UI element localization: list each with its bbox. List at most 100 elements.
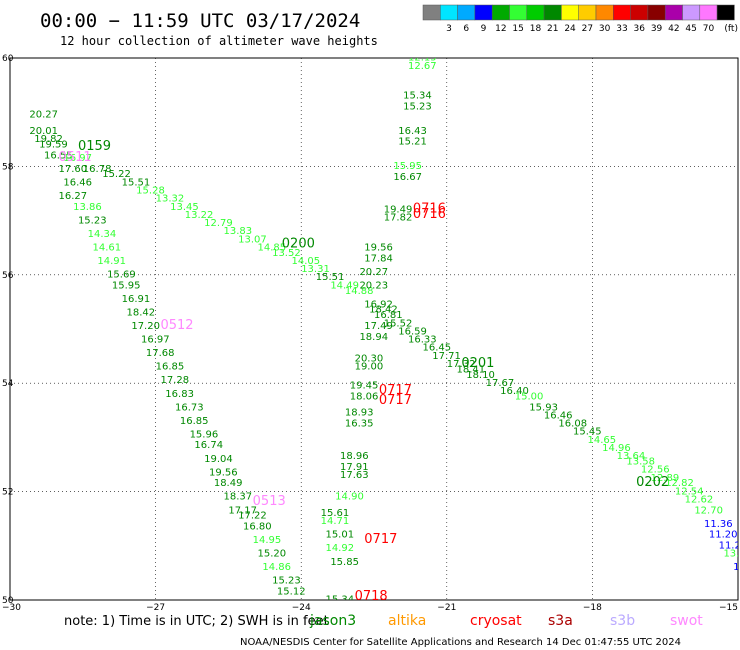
wave-height-point: 12.82 [665, 478, 694, 489]
wave-height-point: 15.34 [325, 595, 354, 606]
wave-height-point: 17.63 [340, 470, 369, 481]
wave-height-point: 12.54 [675, 486, 704, 497]
wave-height-point: 17.71 [432, 351, 461, 362]
colorbar-label: 24 [564, 24, 576, 34]
colorbar-swatch [682, 4, 701, 21]
wave-height-point: 12.15 [408, 53, 437, 64]
wave-height-point: 16.81 [374, 310, 403, 321]
wave-height-point: 16.59 [398, 326, 427, 337]
wave-height-point: 17.28 [160, 375, 189, 386]
colorbar-label: 30 [599, 24, 611, 34]
wave-height-point: 15.34 [403, 91, 432, 102]
wave-height-point: 16.55 [44, 150, 73, 161]
x-tick-label: −21 [437, 603, 456, 613]
wave-height-point: 13.22 [185, 210, 214, 221]
wave-height-point: 17.91 [340, 462, 369, 473]
x-tick-label: −18 [583, 603, 602, 613]
pass-time-label: 0718 [355, 589, 388, 604]
wave-height-point: 16.40 [500, 386, 529, 397]
wave-height-point: 18.96 [340, 451, 369, 462]
wave-height-point: 15.23 [272, 576, 301, 587]
wave-height-point: 19.56 [364, 242, 393, 253]
color-scale-bar: 3 6 9 12 15 18 21 24 27 30 33 36 39 42 45 70 (ft) [422, 4, 738, 34]
wave-height-point: 12.70 [694, 505, 723, 516]
wave-height-point: 20.27 [359, 267, 388, 278]
wave-height-point: 11.14 [733, 562, 740, 573]
wave-height-point: 13.98 [403, 28, 432, 39]
colorbar-label: 3 [446, 24, 452, 34]
pass-time-labels: 0159051102000512020102020513051407150715… [59, 23, 670, 604]
wave-height-point: 13.83 [224, 226, 253, 237]
wave-height-point: 16.85 [156, 362, 185, 373]
wave-height-point: 15.96 [190, 429, 219, 440]
wave-height-point: 18.42 [126, 307, 155, 318]
wave-height-point: 19.04 [204, 454, 233, 465]
y-tick-label: 52 [2, 488, 13, 498]
colorbar-swatch [526, 4, 545, 21]
wave-height-point: 14.86 [262, 562, 291, 573]
wave-height-point: 17.68 [146, 348, 175, 359]
wave-height-point: 15.51 [316, 272, 345, 283]
wave-height-point: 17.49 [364, 321, 393, 332]
pass-time-label: 0717 [379, 393, 412, 408]
x-tick-label: −15 [719, 603, 738, 613]
colorbar-swatch [491, 4, 510, 21]
colorbar-unit: (ft) [724, 24, 738, 34]
wave-height-point: 12.89 [651, 473, 680, 484]
wave-height-point: 11.23 [719, 541, 740, 552]
wave-height-point: 19.45 [350, 381, 379, 392]
wave-height-point: 16.85 [180, 416, 209, 427]
wave-height-point: 14.90 [335, 492, 364, 503]
satellite-legend-entry: jason3 [309, 613, 356, 629]
satellite-legend-entry: s3b [610, 613, 635, 629]
colorbar-swatch [561, 4, 579, 21]
colorbar-label: 15 [512, 24, 523, 34]
wave-height-point: 13.64 [617, 451, 646, 462]
credit-line: NOAA/NESDIS Center for Satellite Applica… [240, 637, 681, 648]
lat-lon-grid [10, 58, 738, 600]
pass-time-label: 0715 [413, 23, 446, 38]
plot-frame [9, 57, 739, 601]
wave-height-point: 19.49 [384, 204, 413, 215]
wave-height-point: 20.27 [29, 110, 58, 121]
colorbar-swatch [578, 4, 597, 21]
wave-height-point: 15.12 [277, 587, 306, 598]
wave-height-point: 16.46 [544, 410, 573, 421]
wave-height-point: 17.22 [238, 511, 267, 522]
wave-height-point: 20.23 [359, 280, 388, 291]
colorbar-swatch [457, 4, 476, 21]
wave-height-point: 17.60 [59, 164, 88, 175]
wave-height-point: 16.92 [364, 299, 393, 310]
pass-time-label: 0511 [59, 150, 92, 165]
footnote: note: 1) Time is in UTC; 2) SWH is in fe… [64, 614, 329, 629]
wave-height-point: 12.67 [408, 61, 437, 72]
axis-tick-labels: −30 −27 −24 −21 −18 −15 50 52 54 56 58 60 [2, 54, 738, 613]
pass-time-label: 0200 [282, 237, 315, 252]
wave-height-values: 20.2720.0119.8219.5916.5516.9717.6016.78… [29, 28, 740, 606]
wave-height-point: 15.20 [258, 549, 287, 560]
x-tick-label: −30 [2, 603, 21, 613]
wave-height-point: 17.82 [384, 213, 413, 224]
colorbar-swatch [422, 4, 441, 21]
wave-height-point: 20.01 [29, 126, 58, 137]
wave-height-point: 18.37 [224, 492, 253, 503]
y-tick-label: 60 [2, 54, 14, 64]
wave-height-point: 16.91 [122, 294, 151, 305]
wave-height-point: 16.97 [141, 335, 170, 346]
wave-height-point: 14.61 [93, 242, 122, 253]
wave-height-point: 14.96 [602, 443, 631, 454]
wave-height-point: 14.88 [345, 286, 374, 297]
wave-height-point: 16.74 [194, 440, 223, 451]
wave-height-point: 19.56 [209, 467, 238, 478]
x-tick-label: −27 [146, 603, 165, 613]
satellite-legend-entry: altika [388, 613, 426, 629]
wave-height-point: 19.59 [39, 139, 68, 150]
pass-time-label: 0716 [413, 201, 446, 216]
x-tick-label: −24 [292, 603, 311, 613]
colorbar-swatch [440, 4, 458, 21]
wave-height-point: 17.84 [364, 253, 393, 264]
wave-height-point: 18.49 [214, 478, 243, 489]
wave-height-point: 13.58 [626, 457, 655, 468]
wave-height-point: 17.20 [131, 321, 160, 332]
